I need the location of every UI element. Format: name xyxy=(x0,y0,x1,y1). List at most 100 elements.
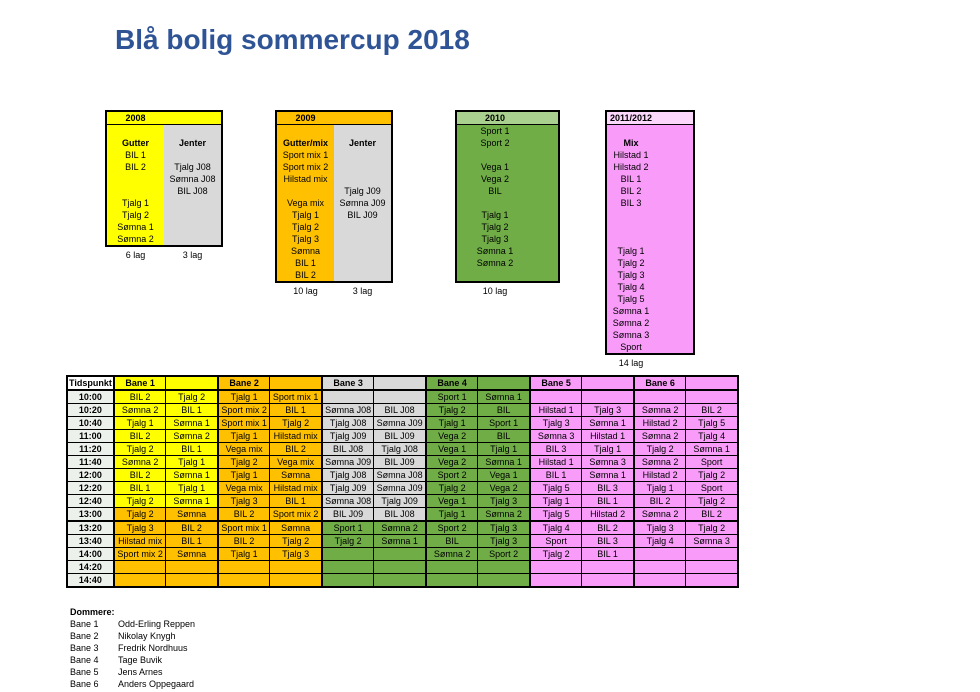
team-row: Tjalg J08 xyxy=(174,162,211,172)
match-cell: Tjalg J08 xyxy=(320,416,375,430)
match-cell: Tjalg 3 xyxy=(477,534,531,548)
team-row xyxy=(164,149,221,161)
team-row: BIL 2 xyxy=(125,162,146,172)
match-cell: Sømna 3 xyxy=(685,534,739,548)
referees-heading: Dommere: xyxy=(70,607,115,617)
team-row: Sømna 3 xyxy=(612,330,650,340)
match-cell: Tjalg 4 xyxy=(528,520,583,535)
team-row: Vega mix xyxy=(286,198,325,208)
match-cell: Sømna 2 xyxy=(112,403,167,417)
match-cell: Tjalg 2 xyxy=(269,416,323,430)
team-row: BIL 2 xyxy=(620,186,642,196)
match-cell: BIL 2 xyxy=(112,468,167,482)
team-row: BIL 1 xyxy=(125,150,146,160)
bane-header: Bane 1 xyxy=(112,375,167,391)
match-cell: Hilstad 2 xyxy=(632,416,687,430)
team-row: Tjalg 3 xyxy=(481,234,509,244)
team-row xyxy=(277,185,334,197)
match-cell: Vega mix xyxy=(269,455,323,469)
match-cell: Sport xyxy=(528,534,583,548)
match-cell: Vega 2 xyxy=(477,481,531,495)
team-row: Hilstad 1 xyxy=(613,150,649,160)
referee-row: Bane 5 Jens Arnes xyxy=(70,666,195,678)
group-footer: 6 lag 3 lag xyxy=(105,249,223,261)
match-cell: Sport mix 2 xyxy=(112,547,167,561)
match-cell xyxy=(373,389,427,404)
match-cell: Tjalg 2 xyxy=(424,403,479,417)
match-cell: Sport 1 xyxy=(320,520,375,535)
group-footer: 10 lag 3 lag xyxy=(275,285,393,297)
match-cell: BIL 1 xyxy=(269,403,323,417)
group-header: 2011/2012 xyxy=(607,112,693,125)
match-cell xyxy=(165,573,219,588)
match-cell: Sømna 1 xyxy=(685,442,739,456)
match-cell: Tjalg 4 xyxy=(632,534,687,548)
team-row xyxy=(334,125,391,137)
team-row: Tjalg 3 xyxy=(291,234,319,244)
match-cell xyxy=(581,560,635,574)
group-columns: Gutter/mix Sport mix 1 Sport mix 2 Hilstad … xyxy=(277,125,391,281)
team-row: Tjalg 2 xyxy=(121,210,149,220)
referee-bane-label: Bane 1 xyxy=(70,619,99,629)
match-cell xyxy=(165,560,219,574)
match-cell xyxy=(424,573,479,588)
match-cell: Tjalg 2 xyxy=(165,389,219,404)
group-box-2009: 2009 Gutter/mix Sport mix 1 Sport mix 2 Hils… xyxy=(275,110,393,297)
team-count-label: 10 lag xyxy=(293,286,318,296)
match-cell: Tjalg J08 xyxy=(373,442,427,456)
team-row xyxy=(457,149,533,161)
group-column: Jenter Tjalg J08 Sømna J08 BIL J08 xyxy=(164,125,221,245)
match-cell: Tjalg 1 xyxy=(216,468,271,482)
team-row: Tjalg J09 xyxy=(344,186,381,196)
team-row xyxy=(334,269,391,281)
match-cell: Hilstad mix xyxy=(269,429,323,443)
match-cell: Vega 2 xyxy=(424,455,479,469)
group-year-label: 2010 xyxy=(484,113,506,123)
match-cell: Tjalg 3 xyxy=(528,416,583,430)
team-row: Jenter xyxy=(178,138,206,148)
match-cell: BIL J09 xyxy=(373,429,427,443)
team-row: BIL 1 xyxy=(295,258,316,268)
team-row xyxy=(607,233,655,245)
match-cell: BIL 2 xyxy=(685,507,739,522)
team-count-label: 3 lag xyxy=(182,250,203,260)
referee-name: Nikolay Knygh xyxy=(118,631,176,641)
match-cell: Tjalg 3 xyxy=(581,403,635,417)
match-cell: BIL 2 xyxy=(581,520,635,535)
group-column: Gutter/mix Sport mix 1 Sport mix 2 Hilstad … xyxy=(277,125,334,281)
match-cell: Hilstad 1 xyxy=(581,429,635,443)
team-row: BIL xyxy=(488,186,502,196)
match-cell: Sømna 3 xyxy=(528,429,583,443)
group-footer: 14 lag xyxy=(605,357,695,369)
team-row xyxy=(334,149,391,161)
match-cell xyxy=(216,573,271,588)
group-frame: 2009 Gutter/mix Sport mix 1 Sport mix 2 Hils… xyxy=(275,110,393,283)
match-cell: Tjalg 1 xyxy=(216,389,271,404)
team-count-label: 3 lag xyxy=(352,286,373,296)
team-row: BIL 2 xyxy=(295,270,316,280)
team-count-label: 10 lag xyxy=(482,286,508,296)
match-cell: Sport mix 2 xyxy=(216,403,271,417)
schedule-row: 13:00 Tjalg 2 Sømna BIL 2 Sport mix 2 BIL J09… xyxy=(66,507,739,522)
match-cell: Tjalg 2 xyxy=(528,547,583,561)
team-row xyxy=(334,161,391,173)
schedule-row: 10:40 Tjalg 1 Sømna 1 Sport mix 1 Tjalg 2 Tja… xyxy=(66,416,739,430)
time-cell: 13:20 xyxy=(66,520,115,535)
match-cell: Tjalg 1 xyxy=(581,442,635,456)
referee-bane-label: Bane 5 xyxy=(70,667,99,677)
match-cell: BIL J08 xyxy=(320,442,375,456)
match-cell: Tjalg J08 xyxy=(320,468,375,482)
team-row xyxy=(457,269,533,281)
match-cell: Tjalg 2 xyxy=(685,468,739,482)
time-cell: 10:00 xyxy=(66,389,115,404)
team-row: Tjalg 3 xyxy=(617,270,645,280)
match-cell: Sømna xyxy=(165,507,219,522)
match-cell: BIL 1 xyxy=(269,494,323,508)
group-column: Jenter Tjalg J09 Sømna J09 BIL J09 xyxy=(334,125,391,281)
bane-header: Bane 6 xyxy=(632,375,687,391)
team-count-label: 14 lag xyxy=(618,358,644,368)
match-cell: Hilstad 2 xyxy=(632,468,687,482)
schedule-row: 12:40 Tjalg 2 Sømna 1 Tjalg 3 BIL 1 Sømna J08… xyxy=(66,494,739,508)
referee-row: Bane 3 Fredrik Nordhuus xyxy=(70,642,195,654)
match-cell: Sømna 1 xyxy=(165,468,219,482)
